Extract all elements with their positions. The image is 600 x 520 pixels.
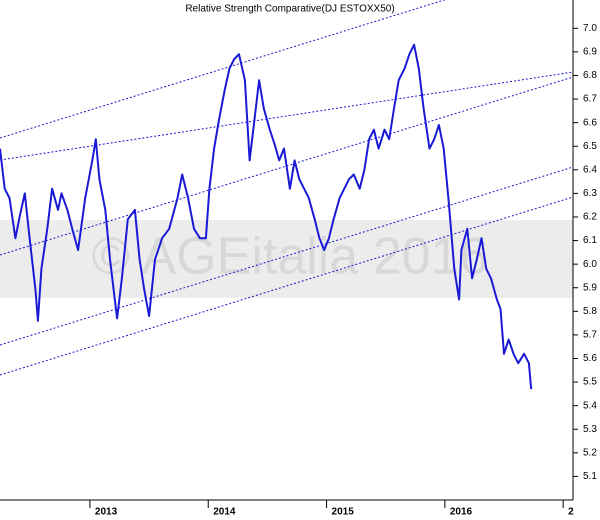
y-tick-label: 6.7 bbox=[583, 94, 597, 105]
y-tick-label: 6.8 bbox=[583, 70, 597, 81]
x-tick-label: 2 bbox=[568, 507, 574, 518]
trend-channel bbox=[0, 0, 574, 376]
x-tick-label: 2013 bbox=[95, 507, 118, 518]
price-line bbox=[0, 43, 533, 390]
x-tick-label: 2015 bbox=[332, 507, 355, 518]
y-tick-label: 5.7 bbox=[583, 330, 597, 341]
x-tick-label: 2016 bbox=[450, 507, 473, 518]
y-tick-label: 6.4 bbox=[583, 164, 597, 175]
x-tick-label: 2014 bbox=[213, 507, 236, 518]
y-tick-label: 5.2 bbox=[583, 447, 597, 458]
y-tick-label: 5.6 bbox=[583, 353, 597, 364]
y-tick-label: 6.1 bbox=[583, 235, 597, 246]
y-tick-label: 6.6 bbox=[583, 117, 597, 128]
y-tick-label: 6.5 bbox=[583, 141, 597, 152]
y-tick-label: 6.9 bbox=[583, 47, 597, 58]
trend-line bbox=[0, 71, 574, 161]
chart-title: Relative Strength Comparative(DJ ESTOXX5… bbox=[185, 4, 394, 15]
y-tick-label: 6.2 bbox=[583, 212, 597, 223]
y-tick-label: 5.5 bbox=[583, 377, 597, 388]
y-tick-label: 5.8 bbox=[583, 306, 597, 317]
trend-line bbox=[0, 196, 574, 376]
y-tick-label: 5.4 bbox=[583, 400, 597, 411]
y-tick-label: 7.0 bbox=[583, 23, 597, 34]
y-tick-label: 5.9 bbox=[583, 282, 597, 293]
trend-line bbox=[0, 166, 574, 346]
trend-line bbox=[0, 0, 446, 139]
y-tick-label: 6.0 bbox=[583, 259, 597, 270]
y-tick-label: 5.3 bbox=[583, 424, 597, 435]
y-tick-label: 5.1 bbox=[583, 471, 597, 482]
watermark: © AGEitalia 2016 bbox=[92, 228, 489, 286]
y-tick-label: 6.3 bbox=[583, 188, 597, 199]
